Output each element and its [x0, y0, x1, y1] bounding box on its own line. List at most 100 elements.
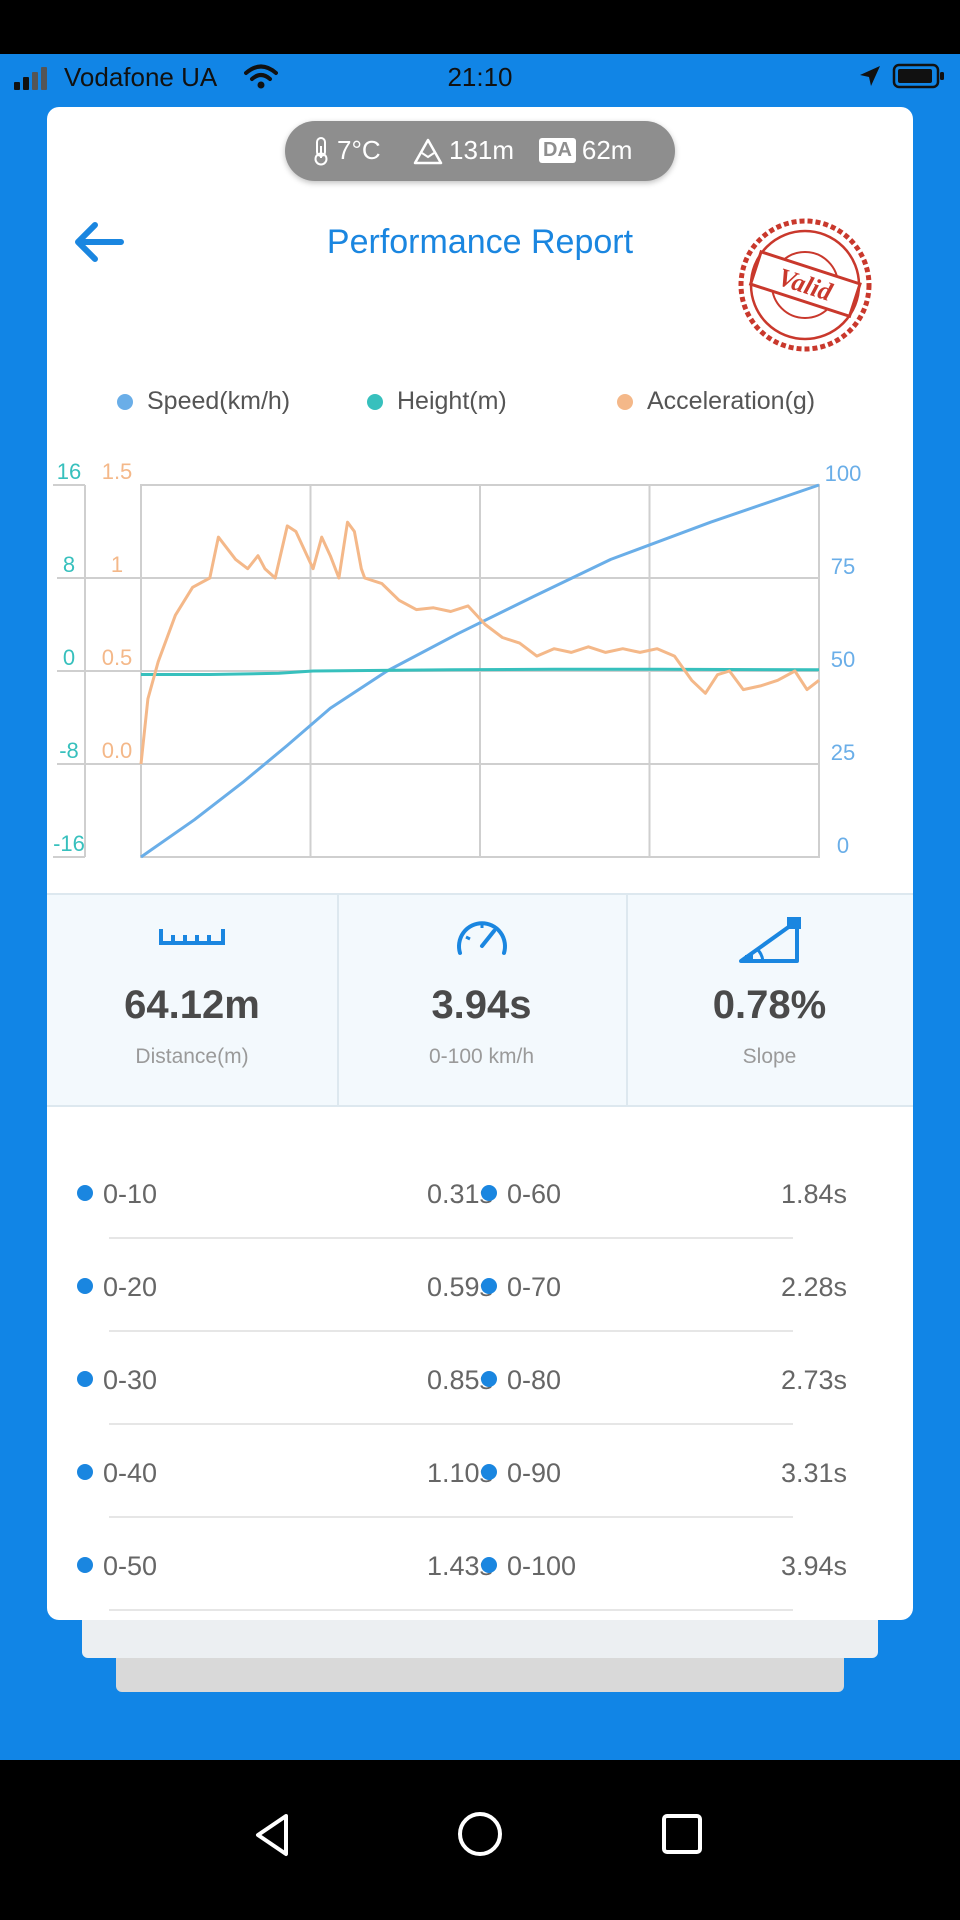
- wifi-icon: [244, 64, 278, 89]
- split-dot: [481, 1557, 497, 1573]
- height-tick-label: 0: [63, 645, 75, 670]
- legend-item: Speed(km/h): [117, 387, 290, 416]
- ruler-icon: [159, 929, 225, 945]
- row-divider: [109, 1237, 793, 1239]
- split-row: 0-20 0.59s 0-70 2.28s: [47, 1240, 913, 1332]
- legend-label: Speed(km/h): [147, 387, 291, 415]
- split-time: 0.59s: [426, 1272, 493, 1302]
- split-row: 0-30 0.85s 0-80 2.73s: [47, 1333, 913, 1425]
- speed-tick-label: 100: [825, 461, 862, 486]
- split-time: 3.94s: [780, 1551, 847, 1581]
- row-divider: [109, 1609, 793, 1611]
- density-altitude-value: 62m: [581, 135, 633, 165]
- split-row: 0-50 1.43s 0-100 3.94s: [47, 1519, 913, 1611]
- height-tick-label: -16: [53, 831, 85, 856]
- thermometer-icon: [314, 136, 328, 165]
- split-dot: [77, 1557, 93, 1573]
- split-range: 0-10: [103, 1179, 158, 1209]
- temperature: 7°C: [311, 135, 381, 166]
- split-time: 1.43s: [426, 1551, 493, 1581]
- acceleration-tick-label: 1.5: [102, 459, 133, 484]
- split-dot: [77, 1464, 93, 1480]
- row-divider: [109, 1516, 793, 1518]
- speed-tick-label: 0: [837, 833, 849, 858]
- row-divider: [109, 1330, 793, 1332]
- split-row: 0-40 1.10s 0-90 3.31s: [47, 1426, 913, 1518]
- battery-icon: [892, 63, 944, 89]
- legend-label: Acceleration(g): [647, 387, 816, 415]
- speed-tick-label: 25: [831, 740, 855, 765]
- legend-dot: [367, 393, 383, 410]
- split-dot: [481, 1278, 497, 1294]
- speed-tick-label: 75: [831, 554, 855, 579]
- zero-to-hundred-label: 0-100 km/h: [428, 1045, 535, 1068]
- weather-pill: 7°C 131m DA 62m: [285, 121, 675, 181]
- home-circle-icon[interactable]: [456, 1810, 504, 1858]
- split-range: 0-20: [103, 1272, 158, 1302]
- stat-acceleration-time: 3.94s 0-100 km/h: [337, 895, 626, 1105]
- split-range: 0-100: [507, 1551, 577, 1581]
- split-dot: [481, 1464, 497, 1480]
- split-time: 2.73s: [780, 1365, 847, 1395]
- split-time: 0.85s: [426, 1365, 493, 1395]
- split-range: 0-40: [103, 1458, 158, 1488]
- report-card: 7°C 131m DA 62m Performance Report Valid…: [47, 107, 913, 1620]
- split-time: 2.28s: [780, 1272, 847, 1302]
- split-dot: [77, 1371, 93, 1387]
- split-range: 0-80: [507, 1365, 562, 1395]
- speed-tick-label: 50: [831, 647, 855, 672]
- density-altitude: DA 62m: [539, 135, 632, 166]
- slope-value: 0.78%: [712, 983, 827, 1027]
- split-dot: [77, 1278, 93, 1294]
- series-line-acceleration: [139, 520, 820, 765]
- split-row: 0-10 0.31s 0-60 1.84s: [47, 1147, 913, 1239]
- back-arrow-icon[interactable]: [69, 217, 129, 267]
- legend-dot: [117, 393, 133, 410]
- legend-dot: [617, 393, 633, 410]
- split-dot: [77, 1185, 93, 1201]
- height-tick-label: -8: [59, 738, 79, 763]
- back-triangle-icon[interactable]: [252, 1812, 292, 1858]
- valid-stamp-icon: Valid: [738, 218, 872, 352]
- series-line-height: [141, 667, 820, 676]
- performance-chart: 16 8 0 -8 -16 1.5 1 0.5 0.0 100 75 50 25 0: [53, 459, 862, 859]
- page-title: Performance Report: [326, 223, 634, 261]
- recents-square-icon[interactable]: [660, 1812, 704, 1856]
- zero-to-hundred-value: 3.94s: [431, 983, 532, 1027]
- split-time: 0.31s: [426, 1179, 493, 1209]
- divider: [337, 895, 339, 1105]
- slope-label: Slope: [742, 1045, 797, 1068]
- altitude-value: 131m: [449, 135, 515, 165]
- stats-panel: 64.12m Distance(m) 3.94s 0-100 km/h 0.78…: [47, 893, 913, 1107]
- slope-icon: [738, 917, 801, 963]
- height-tick-label: 8: [63, 552, 75, 577]
- split-range: 0-60: [507, 1179, 562, 1209]
- split-range: 0-50: [103, 1551, 158, 1581]
- legend-item: Acceleration(g): [617, 387, 815, 416]
- split-range: 0-90: [507, 1458, 562, 1488]
- stat-distance: 64.12m Distance(m): [47, 895, 337, 1105]
- carrier-name: Vodafone UA: [64, 62, 218, 92]
- distance-label: Distance(m): [135, 1045, 249, 1068]
- split-range: 0-30: [103, 1365, 158, 1395]
- height-tick-label: 16: [57, 459, 81, 484]
- distance-value: 64.12m: [124, 983, 260, 1027]
- speedometer-icon: [456, 921, 507, 955]
- legend-item: Height(m): [367, 387, 507, 416]
- stat-slope: 0.78% Slope: [626, 895, 913, 1105]
- split-time: 1.84s: [780, 1179, 847, 1209]
- mountain-icon: [413, 138, 443, 164]
- split-range: 0-70: [507, 1272, 562, 1302]
- da-badge: DA: [539, 138, 576, 163]
- status-time: 21:10: [447, 62, 513, 92]
- acceleration-tick-label: 0.5: [102, 645, 133, 670]
- split-time: 3.31s: [780, 1458, 847, 1488]
- signal-icon: [14, 66, 60, 90]
- location-arrow-icon: [860, 66, 880, 86]
- split-dot: [481, 1371, 497, 1387]
- acceleration-tick-label: 0.0: [102, 738, 133, 763]
- legend-label: Height(m): [397, 387, 507, 415]
- acceleration-tick-label: 1: [111, 552, 123, 577]
- altitude: 131m: [413, 135, 514, 166]
- divider: [626, 895, 628, 1105]
